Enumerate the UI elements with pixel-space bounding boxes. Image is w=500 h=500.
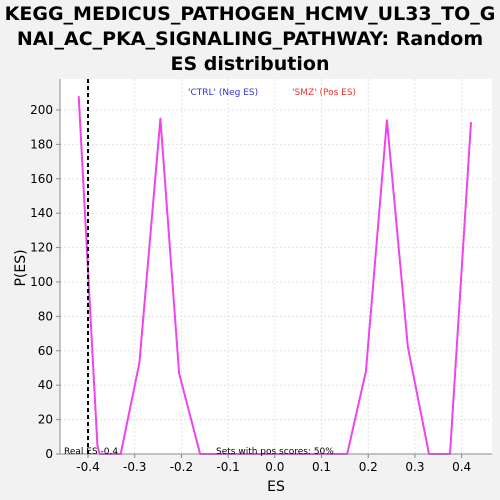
y-tick-label: 100 (30, 275, 53, 289)
x-tick-label: -0.4 (76, 460, 99, 474)
x-tick-label: -0.1 (216, 460, 239, 474)
y-axis-label: P(ES) (13, 249, 29, 286)
legend-smz: 'SMZ' (Pos ES) (292, 88, 356, 98)
x-tick-label: 0.2 (359, 460, 378, 474)
real-es-annotation: Real ES -0.4 (64, 447, 118, 457)
y-tick-label: 20 (38, 413, 53, 427)
x-tick-label: 0.3 (405, 460, 424, 474)
y-tick-label: 180 (30, 137, 53, 151)
y-tick-label: 140 (30, 206, 53, 220)
x-axis-label: ES (267, 479, 285, 495)
x-tick-label: -0.2 (170, 460, 193, 474)
x-tick-label: 0.1 (312, 460, 331, 474)
x-tick-label: 0.0 (265, 460, 284, 474)
chart-title-line-1: KEGG_MEDICUS_PATHOGEN_HCMV_UL33_TO_G (4, 3, 496, 25)
y-tick-label: 80 (38, 309, 53, 323)
tick-layer: -0.4 -0.3 -0.2 -0.1 0.0 0.1 0.2 0.3 0.4 0 20 40 60 80… (30, 103, 471, 474)
y-tick-label: 40 (38, 378, 53, 392)
legend-ctrl: 'CTRL' (Neg ES) (188, 88, 258, 98)
x-tick-label: -0.3 (123, 460, 146, 474)
pos-scores-annotation: Sets with pos scores: 50% (216, 447, 334, 457)
grid-lines (60, 79, 492, 455)
y-tick-label: 60 (38, 344, 53, 358)
y-tick-label: 160 (30, 172, 53, 186)
chart-title: KEGG_MEDICUS_PATHOGEN_HCMV_UL33_TO_G NAI… (0, 2, 500, 77)
y-tick-label: 0 (45, 447, 53, 461)
chart-title-line-3: ES distribution (170, 53, 330, 75)
y-tick-label: 200 (30, 103, 53, 117)
plot-area (60, 79, 492, 454)
y-tick-label: 120 (30, 241, 53, 255)
chart-title-line-2: NAI_AC_PKA_SIGNALING_PATHWAY: Random (16, 28, 484, 50)
x-tick-label: 0.4 (452, 460, 471, 474)
